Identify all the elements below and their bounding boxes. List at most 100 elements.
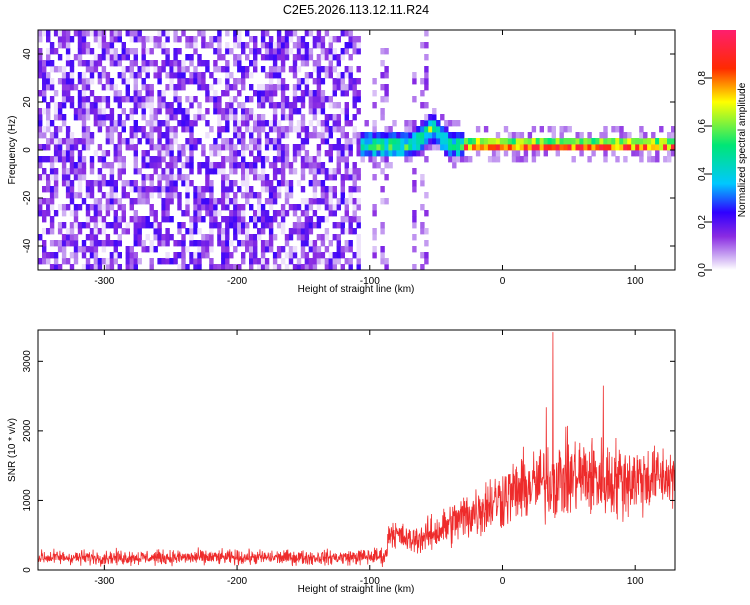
heatmap-cell — [129, 66, 134, 73]
heatmap-cell — [101, 84, 107, 91]
heatmap-cell — [623, 156, 628, 163]
heatmap-cell — [57, 108, 63, 115]
heatmap-cell — [141, 240, 146, 247]
heatmap-cell — [356, 78, 361, 85]
heatmap-cell — [97, 72, 103, 79]
heatmap-cell — [101, 180, 107, 187]
heatmap-cell — [320, 186, 326, 193]
heatmap-cell — [225, 102, 230, 109]
heatmap-cell — [93, 228, 99, 235]
heatmap-cell — [257, 144, 262, 151]
heatmap-cell — [221, 114, 226, 121]
heatmap-cell — [69, 222, 75, 229]
heatmap-cell — [201, 60, 206, 67]
heatmap-cell — [264, 54, 270, 61]
heatmap-cell — [663, 144, 668, 151]
heatmap-cell — [201, 240, 206, 247]
heatmap-cell — [53, 186, 59, 193]
heatmap-cell — [320, 168, 326, 175]
heatmap-cell — [515, 132, 521, 139]
heatmap-cell — [69, 186, 75, 193]
heatmap-cell — [384, 126, 389, 133]
heatmap-cell — [209, 258, 214, 265]
heatmap-cell — [615, 138, 620, 145]
heatmap-cell — [292, 246, 298, 253]
heatmap-cell — [145, 150, 150, 157]
heatmap-cell — [93, 102, 99, 109]
heatmap-cell — [193, 114, 198, 121]
heatmap-cell — [312, 96, 318, 103]
heatmap-cell — [412, 234, 417, 241]
heatmap-cell — [133, 144, 138, 151]
heatmap-cell — [380, 108, 385, 115]
heatmap-cell — [217, 120, 222, 127]
heatmap-cell — [105, 150, 111, 157]
heatmap-cell — [205, 240, 210, 247]
heatmap-cell — [89, 216, 95, 223]
heatmap-cell — [424, 240, 429, 247]
heatmap-cell — [384, 96, 389, 103]
heatmap-cell — [185, 192, 190, 199]
heatmap-cell — [304, 72, 310, 79]
heatmap-cell — [46, 198, 51, 205]
heatmap-cell — [288, 180, 294, 187]
heatmap-cell — [392, 144, 397, 151]
heatmap-cell — [197, 192, 202, 199]
heatmap-cell — [260, 102, 266, 109]
heatmap-cell — [320, 126, 326, 133]
heatmap-cell — [292, 54, 298, 61]
heatmap-cell — [272, 90, 278, 97]
heatmap-cell — [245, 180, 250, 187]
heatmap-cell — [81, 264, 87, 270]
heatmap-cell — [420, 42, 425, 49]
heatmap-cell — [73, 258, 79, 265]
heatmap-cell — [260, 228, 266, 235]
heatmap-cell — [129, 48, 134, 55]
heatmap-cell — [257, 198, 262, 205]
heatmap-cell — [316, 30, 322, 37]
heatmap-cell — [260, 126, 266, 133]
heatmap-cell — [117, 90, 122, 97]
heatmap-cell — [205, 210, 210, 217]
heatmap-cell — [249, 192, 254, 199]
heatmap-cell — [472, 144, 477, 151]
heatmap-cell — [420, 120, 425, 127]
heatmap-cell — [424, 66, 429, 73]
heatmap-cell — [38, 210, 43, 217]
heatmap-cell — [97, 30, 103, 37]
heatmap-cell — [177, 252, 182, 259]
heatmap-cell — [260, 42, 266, 49]
heatmap-cell — [300, 138, 306, 145]
heatmap-cell — [308, 30, 314, 37]
heatmap-cell — [420, 174, 425, 181]
heatmap-cell — [324, 132, 330, 139]
heatmap-cell — [97, 54, 103, 61]
heatmap-cell — [145, 186, 150, 193]
heatmap-cell — [276, 126, 282, 133]
heatmap-cell — [460, 132, 465, 139]
heatmap-cell — [328, 36, 333, 43]
heatmap-cell — [85, 66, 91, 73]
heatmap-cell — [324, 66, 330, 73]
heatmap-cell — [42, 210, 47, 217]
heatmap-cell — [257, 132, 262, 139]
heatmap-cell — [109, 108, 115, 115]
heatmap-cell — [424, 54, 429, 61]
heatmap-cell — [57, 114, 63, 121]
heatmap-cell — [53, 132, 59, 139]
heatmap-cell — [113, 258, 118, 265]
heatmap-cell — [233, 156, 238, 163]
heatmap-cell — [245, 234, 250, 241]
heatmap-cell — [221, 174, 226, 181]
heatmap-cell — [49, 228, 55, 235]
heatmap-cell — [304, 264, 310, 270]
heatmap-cell — [117, 54, 122, 61]
heatmap-cell — [284, 252, 290, 259]
heatmap-cell — [189, 60, 194, 67]
heatmap-cell — [475, 126, 481, 133]
heatmap-cell — [260, 156, 266, 163]
heatmap-cell — [412, 78, 417, 85]
heatmap-cell — [237, 162, 242, 169]
heatmap-cell — [300, 234, 306, 241]
